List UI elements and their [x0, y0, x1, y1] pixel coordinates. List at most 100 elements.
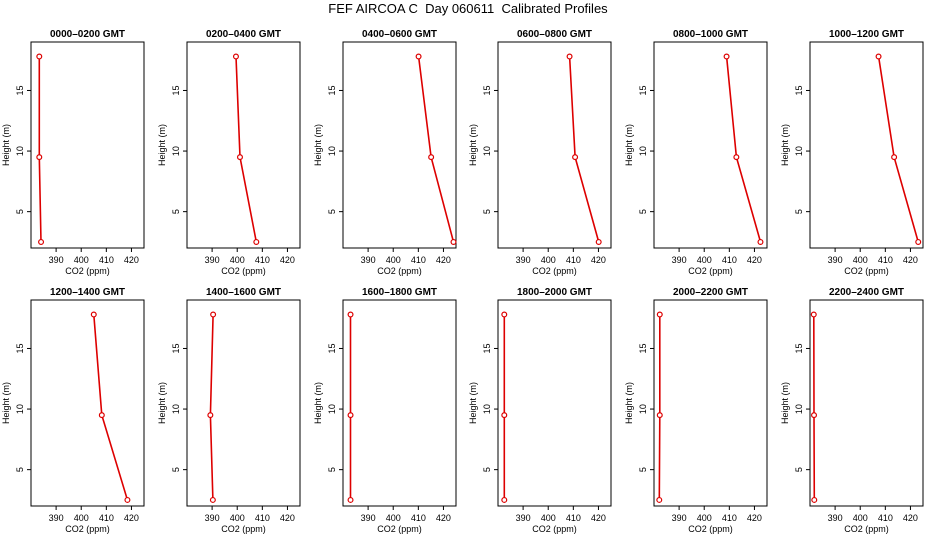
figure-title: FEF AIRCOA C Day 060611 Calibrated Profi… [328, 1, 608, 16]
data-point [757, 238, 764, 245]
profile-panel: 0800–1000 GMT 390 400 410 420 CO2 (ppm) 5 10 15 H… [624, 29, 768, 276]
y-tick-label: 5 [482, 467, 492, 472]
x-tick-label: 410 [878, 513, 893, 523]
plot-frame [809, 41, 924, 249]
y-tick-label: 10 [15, 404, 25, 414]
x-axis-label: CO2 (ppm) [844, 524, 889, 534]
plot-frame [653, 41, 768, 249]
profile-panel: 1400–1600 GMT 390 400 410 420 CO2 (ppm) 5 10 15 H… [157, 287, 301, 534]
profile-panel: 0000–0200 GMT 390 400 410 420 CO2 (ppm) 5 10 15 H… [1, 29, 145, 276]
y-tick-label: 15 [482, 85, 492, 95]
y-tick-label: 10 [327, 404, 337, 414]
x-tick-label: 420 [280, 255, 295, 265]
x-tick-label: 410 [411, 513, 426, 523]
profile-line [417, 56, 455, 243]
x-tick-label: 410 [722, 255, 737, 265]
plot-frame [186, 41, 301, 249]
y-axis-label: Height (m) [313, 382, 323, 424]
x-tick-label: 410 [566, 513, 581, 523]
y-tick-label: 5 [482, 209, 492, 214]
x-axis-label: CO2 (ppm) [532, 266, 577, 276]
data-point [810, 311, 817, 318]
y-axis-label: Height (m) [624, 124, 634, 166]
data-point [915, 238, 922, 245]
x-tick-label: 420 [591, 513, 606, 523]
data-point [891, 154, 898, 161]
y-tick-label: 10 [171, 404, 181, 414]
y-tick-label: 15 [327, 343, 337, 353]
x-tick-label: 410 [99, 255, 114, 265]
panel-title: 2200–2400 GMT [829, 287, 904, 298]
profile-line [93, 314, 129, 501]
panel-title: 1200–1400 GMT [50, 287, 125, 298]
panel-title: 1800–2000 GMT [517, 287, 592, 298]
y-axis-label: Height (m) [468, 382, 478, 424]
profile-panel: 0400–0600 GMT 390 400 410 420 CO2 (ppm) 5 10 15 H… [313, 29, 457, 276]
data-point [733, 154, 740, 161]
y-tick-label: 15 [638, 85, 648, 95]
data-point [875, 53, 882, 60]
y-tick-label: 15 [15, 343, 25, 353]
x-tick-label: 400 [74, 513, 89, 523]
x-tick-label: 390 [205, 513, 220, 523]
x-tick-label: 390 [49, 255, 64, 265]
panel-title: 0800–1000 GMT [673, 29, 748, 40]
data-point [450, 238, 457, 245]
y-axis-label: Height (m) [780, 124, 790, 166]
y-tick-label: 10 [327, 146, 337, 156]
y-tick-label: 15 [482, 343, 492, 353]
x-axis-label: CO2 (ppm) [221, 524, 266, 534]
x-tick-label: 420 [124, 255, 139, 265]
x-tick-label: 400 [386, 513, 401, 523]
data-point [428, 154, 435, 161]
x-tick-label: 390 [205, 255, 220, 265]
x-tick-label: 420 [591, 255, 606, 265]
data-point [656, 496, 663, 503]
x-axis-label: CO2 (ppm) [532, 524, 577, 534]
x-tick-label: 420 [436, 513, 451, 523]
y-tick-label: 5 [15, 209, 25, 214]
data-point [572, 154, 579, 161]
y-axis-label: Height (m) [1, 382, 11, 424]
y-tick-label: 10 [171, 146, 181, 156]
plot-frame [497, 41, 612, 249]
x-tick-label: 420 [903, 513, 918, 523]
panel-title: 0000–0200 GMT [50, 29, 125, 40]
data-point [656, 412, 663, 419]
plot-frame [653, 299, 768, 507]
x-tick-label: 420 [124, 513, 139, 523]
y-tick-label: 15 [327, 85, 337, 95]
y-tick-label: 15 [794, 85, 804, 95]
x-tick-label: 410 [99, 513, 114, 523]
x-tick-label: 390 [672, 255, 687, 265]
profile-line [235, 56, 258, 243]
plot-frame [30, 299, 145, 507]
data-point [36, 154, 43, 161]
profile-line [38, 56, 42, 242]
y-tick-label: 5 [171, 209, 181, 214]
x-tick-label: 400 [230, 255, 245, 265]
profile-panel: 0200–0400 GMT 390 400 410 420 CO2 (ppm) 5 10 15 H… [157, 29, 301, 276]
profile-panel: 0600–0800 GMT 390 400 410 420 CO2 (ppm) 5 10 15 H… [468, 29, 612, 276]
plot-frame [30, 41, 145, 249]
x-tick-label: 400 [541, 255, 556, 265]
x-tick-label: 390 [672, 513, 687, 523]
profile-line [812, 314, 816, 500]
data-point [501, 311, 508, 318]
plot-frame [342, 41, 457, 249]
x-tick-label: 410 [878, 255, 893, 265]
profile-panel: 2200–2400 GMT 390 400 410 420 CO2 (ppm) 5 10 15 H… [780, 287, 924, 534]
data-point [811, 496, 818, 503]
data-point [566, 53, 573, 60]
x-tick-label: 420 [280, 513, 295, 523]
data-point [656, 311, 663, 318]
data-point [501, 412, 508, 419]
y-tick-label: 10 [794, 146, 804, 156]
panel-title: 1600–1800 GMT [362, 287, 437, 298]
profile-line [658, 314, 661, 500]
x-tick-label: 390 [516, 255, 531, 265]
data-point [36, 53, 43, 60]
y-axis-label: Height (m) [780, 382, 790, 424]
x-tick-label: 410 [411, 255, 426, 265]
